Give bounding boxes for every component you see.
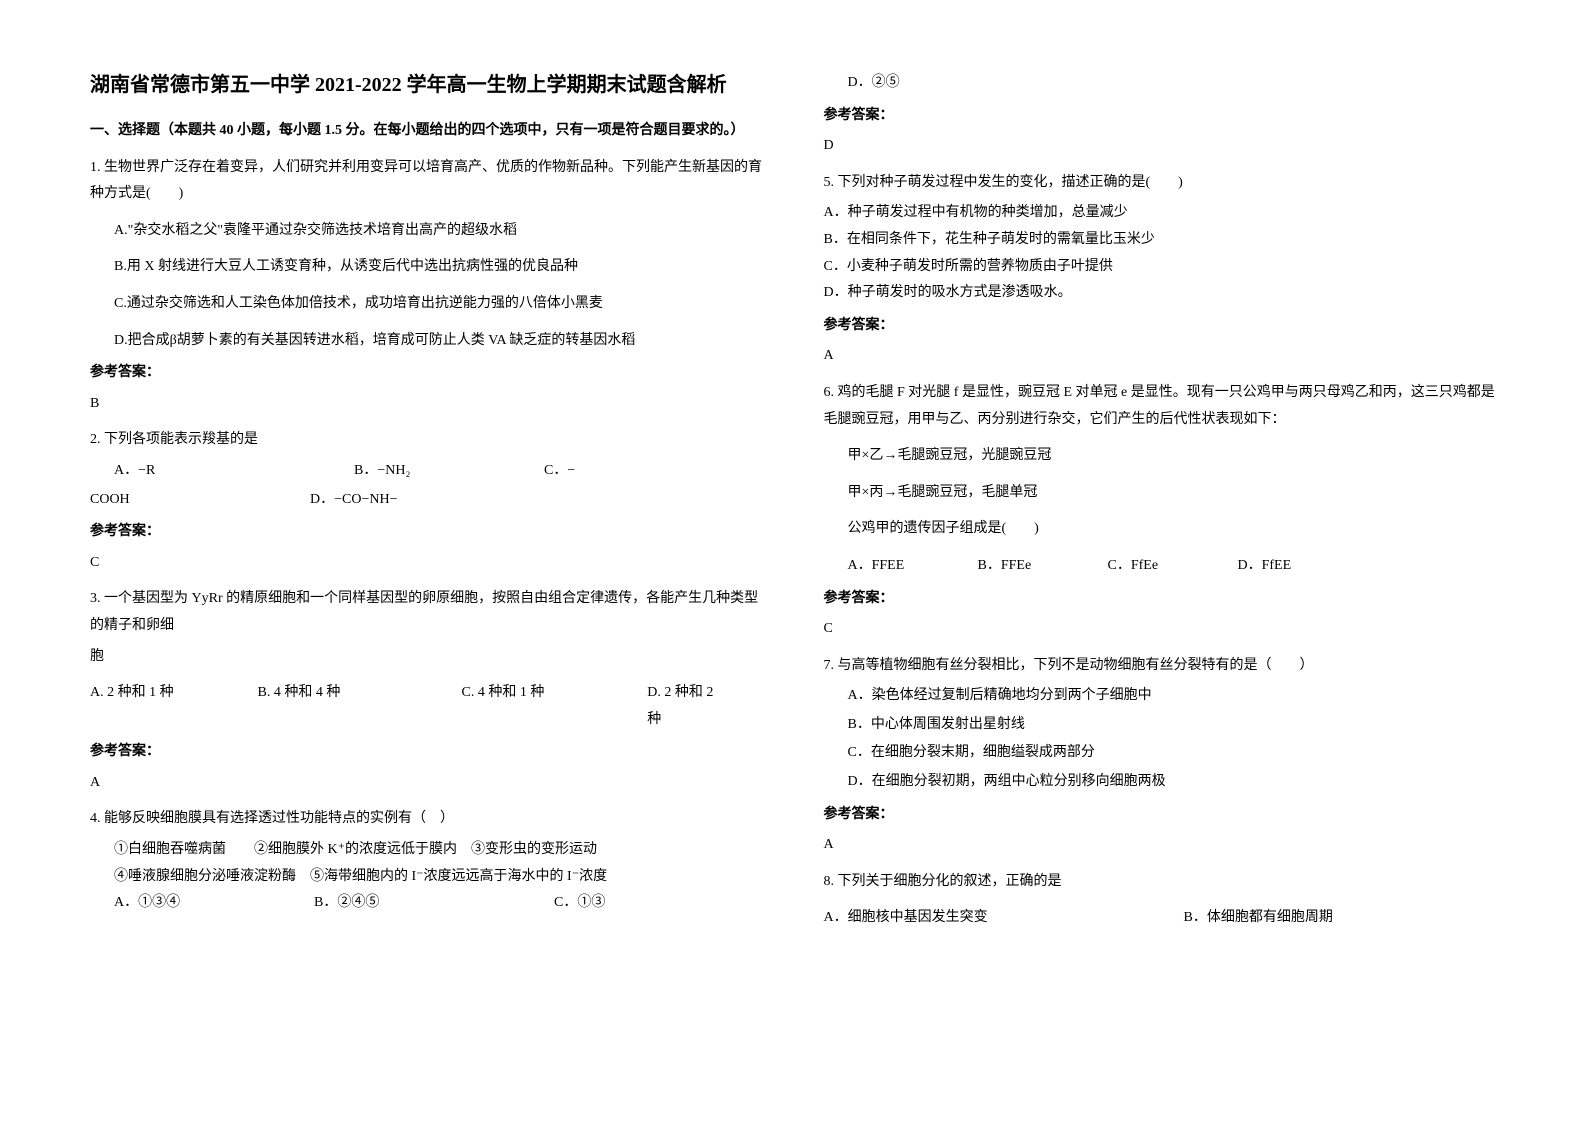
section-heading: 一、选择题（本题共 40 小题，每小题 1.5 分。在每小题给出的四个选项中，只… xyxy=(90,118,764,145)
question-2: 2. 下列各项能表示羧基的是 A．−R B．−NH₂ C．− COOH D．−C… xyxy=(90,427,764,576)
q6-stem: 6. 鸡的毛腿 F 对光腿 f 是显性，豌豆冠 E 对单冠 e 是显性。现有一只… xyxy=(824,380,1498,433)
q2-option-c2: COOH xyxy=(90,487,270,514)
q6-answer: C xyxy=(824,616,1498,643)
left-column: 湖南省常德市第五一中学 2021-2022 学年高一生物上学期期末试题含解析 一… xyxy=(90,70,764,942)
q4-option-b: B．②④⑤ xyxy=(314,890,514,917)
q3-answer: A xyxy=(90,770,764,797)
q7-answer: A xyxy=(824,832,1498,859)
q2-option-c: C．− xyxy=(544,458,575,485)
q5-option-c: C．小麦种子萌发时所需的营养物质由子叶提供 xyxy=(824,254,1498,281)
q2-option-b: B．−NH₂ xyxy=(354,458,504,485)
q2-answer: C xyxy=(90,550,764,577)
question-4: 4. 能够反映细胞膜具有选择透过性功能特点的实例有（ ） ①白细胞吞噬病菌 ②细… xyxy=(90,806,764,916)
q7-option-c: C．在细胞分裂末期，细胞缢裂成两部分 xyxy=(848,740,1498,767)
q5-answer-label: 参考答案： xyxy=(824,313,1498,340)
question-5: 5. 下列对种子萌发过程中发生的变化，描述正确的是( ) A．种子萌发过程中有机… xyxy=(824,170,1498,370)
question-8: 8. 下列关于细胞分化的叙述，正确的是 A．细胞核中基因发生突变 B．体细胞都有… xyxy=(824,869,1498,932)
q5-option-b: B．在相同条件下，花生种子萌发时的需氧量比玉米少 xyxy=(824,227,1498,254)
q6-line1: 甲×乙→毛腿豌豆冠，光腿豌豆冠 xyxy=(824,443,1498,470)
q1-option-d: D.把合成β胡萝卜素的有关基因转进水稻，培育成可防止人类 VA 缺乏症的转基因水… xyxy=(90,328,764,355)
q4-option-d: D．②⑤ xyxy=(824,70,1498,97)
q4-answer-label: 参考答案： xyxy=(824,103,1498,130)
q1-stem: 1. 生物世界广泛存在着变异，人们研究并利用变异可以培育高产、优质的作物新品种。… xyxy=(90,155,764,208)
q1-answer: B xyxy=(90,391,764,418)
q3-stem: 3. 一个基因型为 YyRr 的精原细胞和一个同样基因型的卵原细胞，按照自由组合… xyxy=(90,586,764,639)
q3-option-b: B. 4 种和 4 种 xyxy=(258,680,422,733)
q6-answer-label: 参考答案： xyxy=(824,586,1498,613)
q7-answer-label: 参考答案： xyxy=(824,802,1498,829)
q5-answer: A xyxy=(824,343,1498,370)
q7-option-d: D．在细胞分裂初期，两组中心粒分别移向细胞两极 xyxy=(848,769,1498,796)
q1-option-a: A."杂交水稻之父"袁隆平通过杂交筛选技术培育出高产的超级水稻 xyxy=(90,218,764,245)
q1-option-b: B.用 X 射线进行大豆人工诱变育种，从诱变后代中选出抗病性强的优良品种 xyxy=(90,254,764,281)
question-6: 6. 鸡的毛腿 F 对光腿 f 是显性，豌豆冠 E 对单冠 e 是显性。现有一只… xyxy=(824,380,1498,643)
q3-option-d: D. 2 种和 2 种 xyxy=(647,680,723,733)
q4-option-c: C．①③ xyxy=(554,890,605,917)
q8-option-a: A．细胞核中基因发生突变 xyxy=(824,905,1144,932)
q7-option-a: A．染色体经过复制后精确地均分到两个子细胞中 xyxy=(848,683,1498,710)
q2-stem: 2. 下列各项能表示羧基的是 xyxy=(90,427,764,454)
q6-option-a: A．FFEE xyxy=(848,553,938,580)
q3-stem2: 胞 xyxy=(90,644,764,671)
q4-option-a: A．①③④ xyxy=(114,890,274,917)
q5-option-d: D．种子萌发时的吸水方式是渗透吸水。 xyxy=(824,280,1498,307)
q3-answer-label: 参考答案： xyxy=(90,739,764,766)
doc-title: 湖南省常德市第五一中学 2021-2022 学年高一生物上学期期末试题含解析 xyxy=(90,70,764,100)
q8-stem: 8. 下列关于细胞分化的叙述，正确的是 xyxy=(824,869,1498,896)
q2-option-a: A．−R xyxy=(114,458,314,485)
q2-answer-label: 参考答案： xyxy=(90,519,764,546)
q7-stem: 7. 与高等植物细胞有丝分裂相比，下列不是动物细胞有丝分裂特有的是（ ） xyxy=(824,653,1498,680)
question-7: 7. 与高等植物细胞有丝分裂相比，下列不是动物细胞有丝分裂特有的是（ ） A．染… xyxy=(824,653,1498,859)
q3-option-a: A. 2 种和 1 种 xyxy=(90,680,218,733)
q4-answer: D xyxy=(824,133,1498,160)
q4-statements-2: ④唾液腺细胞分泌唾液淀粉酶 ⑤海带细胞内的 I⁻浓度远远高于海水中的 I⁻浓度 xyxy=(90,864,764,891)
q6-option-c: C．FfEe xyxy=(1108,553,1198,580)
q1-answer-label: 参考答案： xyxy=(90,360,764,387)
q3-option-c: C. 4 种和 1 种 xyxy=(462,680,608,733)
right-column: D．②⑤ 参考答案： D 5. 下列对种子萌发过程中发生的变化，描述正确的是( … xyxy=(824,70,1498,942)
q6-option-d: D．FfEE xyxy=(1238,553,1292,580)
q4-statements-1: ①白细胞吞噬病菌 ②细胞膜外 K⁺的浓度远低于膜内 ③变形虫的变形运动 xyxy=(90,837,764,864)
q1-option-c: C.通过杂交筛选和人工染色体加倍技术，成功培育出抗逆能力强的八倍体小黑麦 xyxy=(90,291,764,318)
q8-option-b: B．体细胞都有细胞周期 xyxy=(1184,905,1333,932)
q4-stem: 4. 能够反映细胞膜具有选择透过性功能特点的实例有（ ） xyxy=(90,806,764,833)
q2-option-d: D．−CO−NH− xyxy=(310,487,397,514)
question-1: 1. 生物世界广泛存在着变异，人们研究并利用变异可以培育高产、优质的作物新品种。… xyxy=(90,155,764,418)
page-columns: 湖南省常德市第五一中学 2021-2022 学年高一生物上学期期末试题含解析 一… xyxy=(90,70,1497,942)
q5-stem: 5. 下列对种子萌发过程中发生的变化，描述正确的是( ) xyxy=(824,170,1498,197)
q6-option-b: B．FFEe xyxy=(978,553,1068,580)
q5-option-a: A．种子萌发过程中有机物的种类增加，总量减少 xyxy=(824,200,1498,227)
q7-option-b: B．中心体周围发射出星射线 xyxy=(848,712,1498,739)
q6-line3: 公鸡甲的遗传因子组成是( ) xyxy=(824,516,1498,543)
q6-line2: 甲×丙→毛腿豌豆冠，毛腿单冠 xyxy=(824,480,1498,507)
question-3: 3. 一个基因型为 YyRr 的精原细胞和一个同样基因型的卵原细胞，按照自由组合… xyxy=(90,586,764,796)
